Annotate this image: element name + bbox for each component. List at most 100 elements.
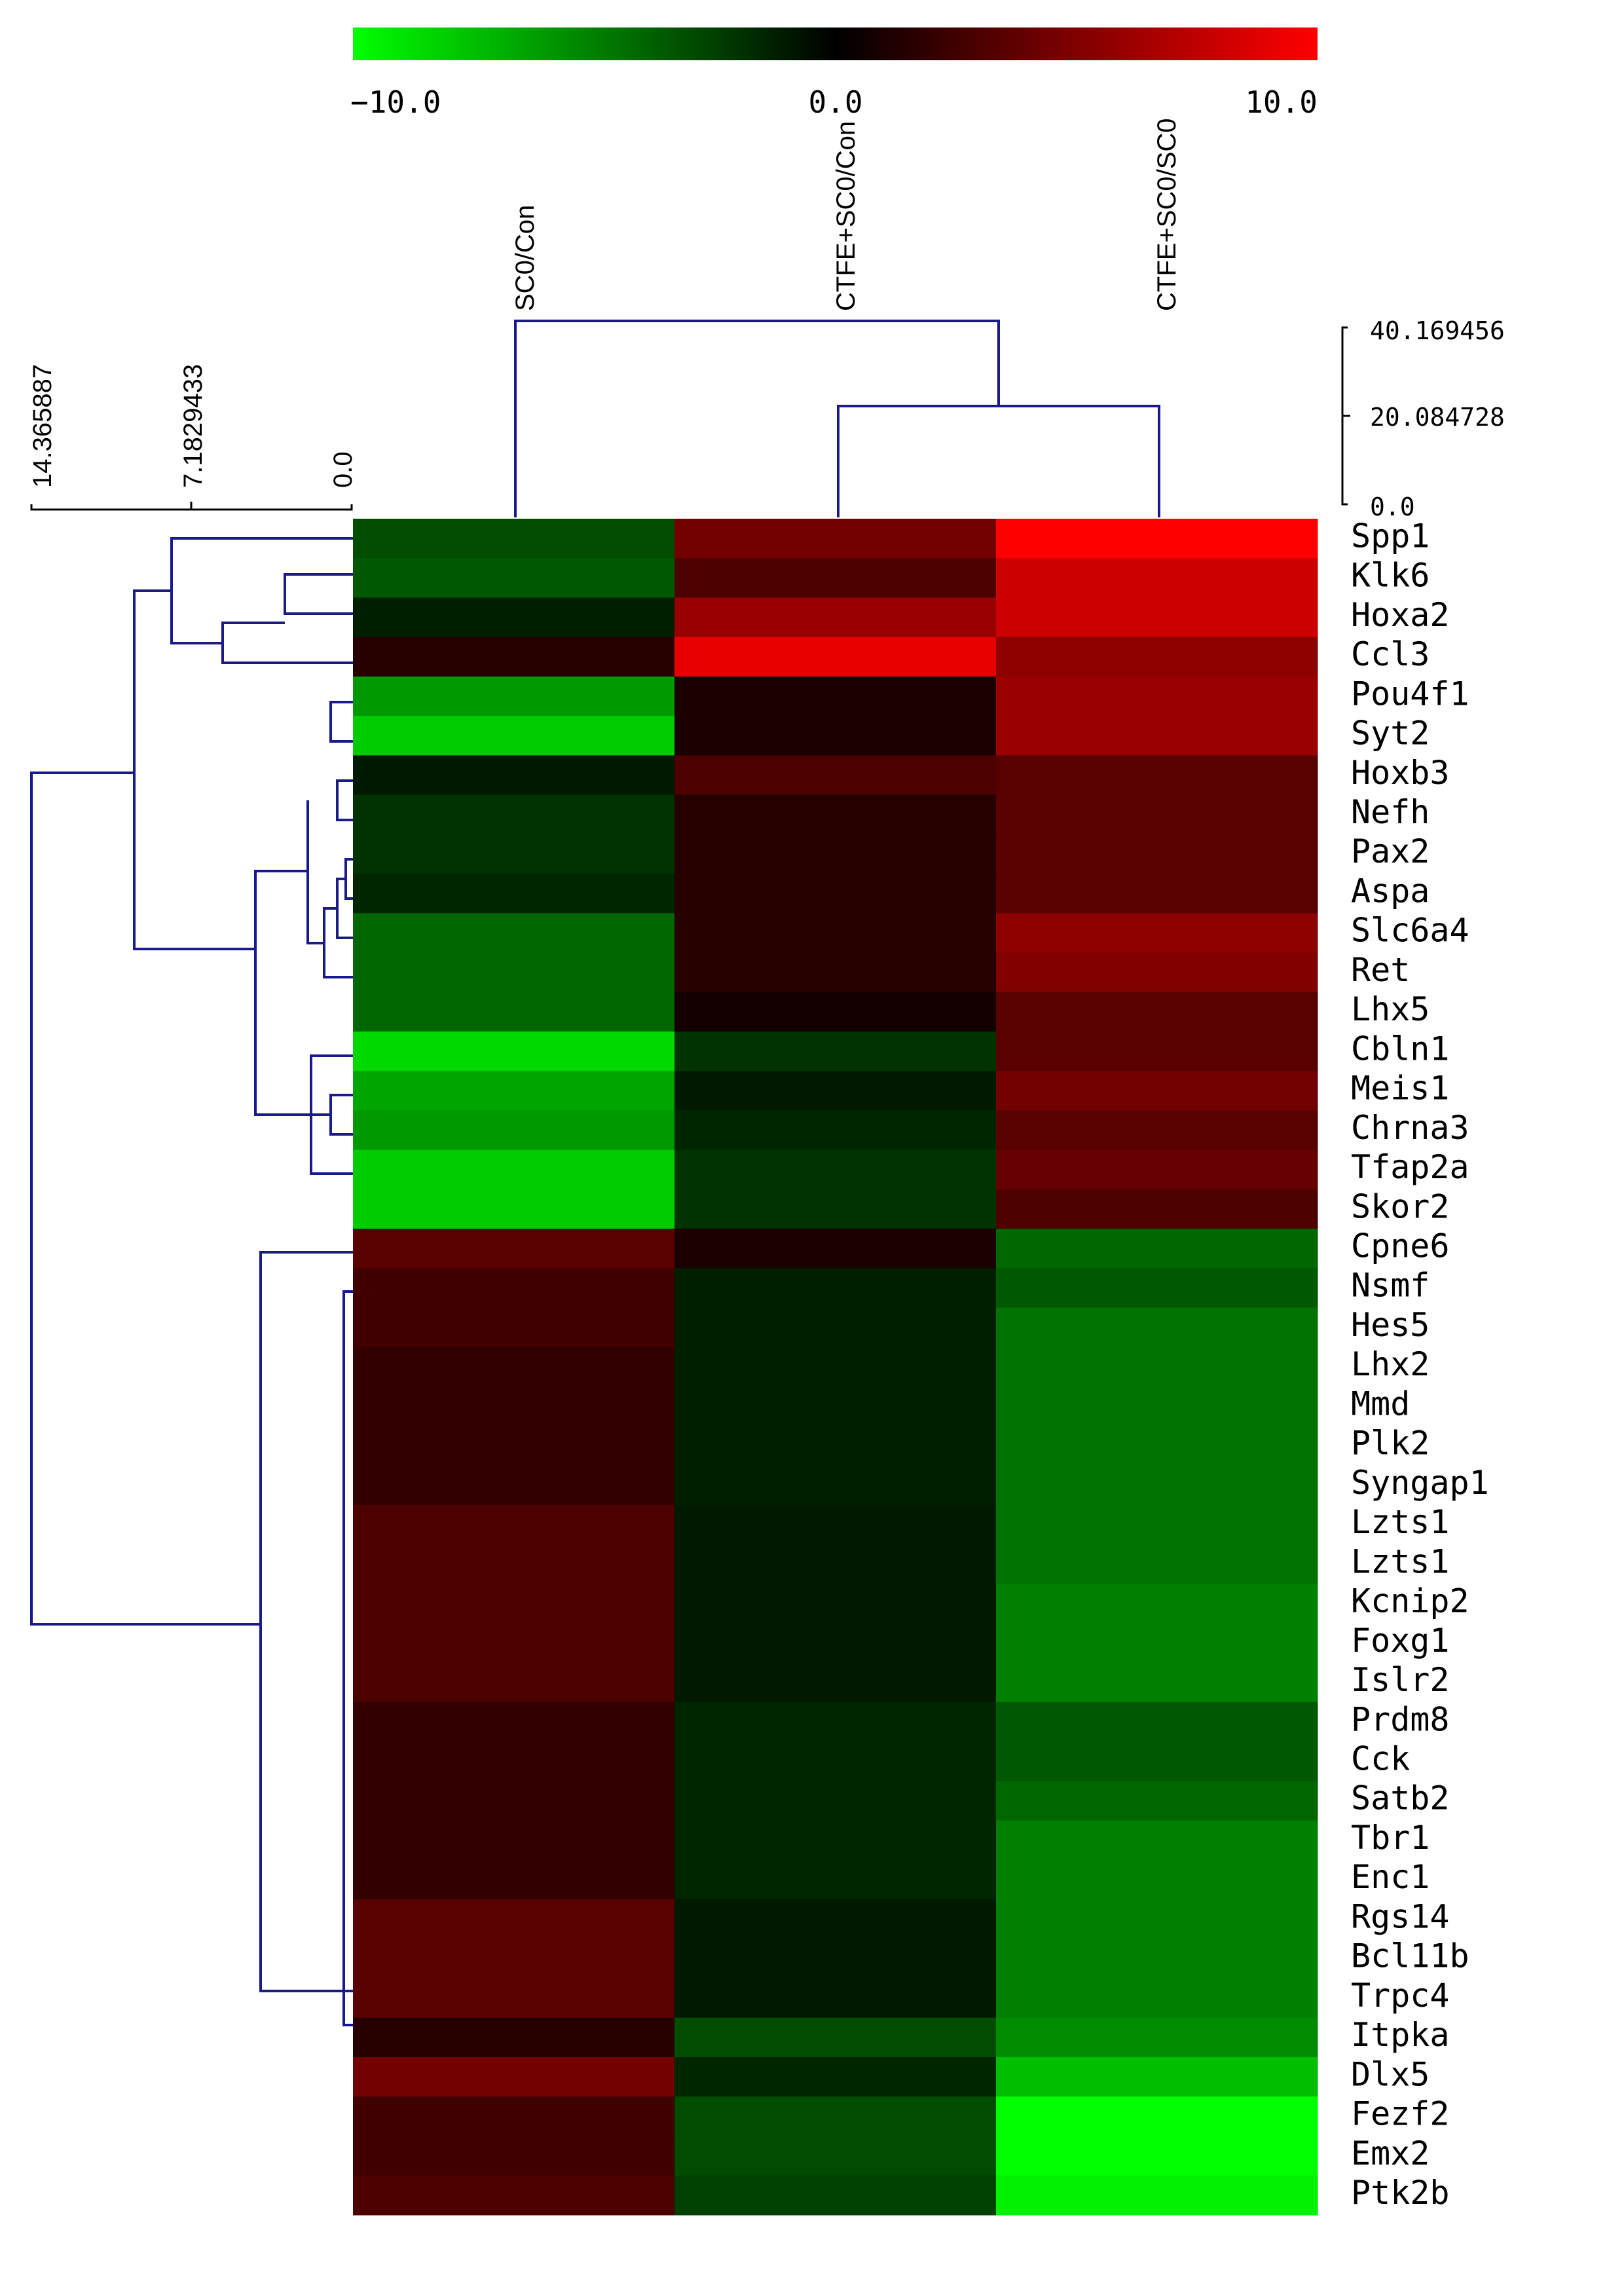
column-dendrogram-link (837, 405, 1160, 517)
heatmap-cell (674, 1307, 997, 1348)
heatmap-cell (996, 1229, 1318, 1269)
heatmap-cell (353, 1741, 675, 1781)
heatmap-cell (353, 1859, 675, 1900)
row-label: Dlx5 (1351, 2055, 1430, 2093)
heatmap-cell (674, 1426, 997, 1466)
heatmap-cell (996, 519, 1318, 559)
row-label: Bcl11b (1351, 1937, 1469, 1975)
colorbar-mid-label: 0.0 (808, 84, 862, 120)
row-dendrogram-link (306, 800, 324, 944)
heatmap-cell (353, 2175, 675, 2216)
heatmap-cell (996, 755, 1318, 796)
heatmap-cell (996, 834, 1318, 874)
row-label: Foxg1 (1351, 1622, 1450, 1660)
heatmap-cell (996, 1268, 1318, 1309)
row-label: Aspa (1351, 872, 1430, 910)
row-label: Hoxa2 (1351, 596, 1450, 634)
heatmap-cell (674, 1189, 997, 1229)
heatmap-cell (353, 519, 675, 559)
heatmap-cell (353, 1820, 675, 1861)
heatmap-cell (996, 1031, 1318, 1071)
column-scale-max-label: 40.169456 (1370, 316, 1505, 345)
heatmap-cell (996, 597, 1318, 638)
row-dendrogram-link (284, 573, 353, 615)
heatmap-cell (674, 519, 997, 559)
heatmap-cell (674, 2056, 997, 2097)
heatmap-cell (674, 1939, 997, 1979)
heatmap-cell (353, 1386, 675, 1426)
row-label: Satb2 (1351, 1779, 1450, 1817)
heatmap-cell (674, 1623, 997, 1664)
heatmap-cell (674, 1702, 997, 1742)
heatmap-cell (353, 716, 675, 756)
heatmap-cell (353, 1584, 675, 1624)
heatmap-cell (996, 2056, 1318, 2097)
heatmap-cell (674, 1741, 997, 1781)
heatmap-cell (674, 1978, 997, 2019)
heatmap-cell (996, 637, 1318, 677)
heatmap-cell (353, 1189, 675, 1229)
heatmap-cell (353, 913, 675, 954)
heatmap-cell (996, 676, 1318, 716)
heatmap-cell (353, 1110, 675, 1151)
heatmap-cell (674, 952, 997, 993)
heatmap-cell (353, 874, 675, 914)
row-label: Hes5 (1351, 1306, 1430, 1344)
heatmap-cell (996, 1071, 1318, 1111)
row-label: Cbln1 (1351, 1030, 1450, 1068)
heatmap-cell (674, 1347, 997, 1387)
heatmap-cell (674, 755, 997, 796)
heatmap-cell (674, 558, 997, 599)
heatmap-cell (674, 1465, 997, 1506)
row-dendrogram-link (329, 1094, 353, 1136)
row-label: Enc1 (1351, 1858, 1430, 1896)
heatmap-cell (353, 1899, 675, 1939)
heatmap-cell (353, 1939, 675, 1979)
heatmap-cell (674, 913, 997, 954)
row-label: Ccl3 (1351, 635, 1430, 673)
heatmap-cell (674, 2017, 997, 2058)
heatmap-cell (353, 1307, 675, 1348)
row-label: Nefh (1351, 793, 1430, 831)
row-label: Itpka (1351, 2016, 1450, 2054)
colorbar-max-label: 10.0 (1245, 84, 1318, 120)
heatmap-cell (353, 992, 675, 1032)
heatmap-cell (674, 794, 997, 835)
row-label: Nsmf (1351, 1267, 1430, 1305)
column-scale-zero-label: 0.0 (1370, 493, 1415, 521)
heatmap-cell (353, 1268, 675, 1309)
heatmap-cell (996, 2096, 1318, 2137)
heatmap-cell (996, 2017, 1318, 2058)
heatmap-cell (996, 1426, 1318, 1466)
heatmap-cell (674, 2136, 997, 2176)
row-label: Pou4f1 (1351, 675, 1469, 713)
row-label: Kcnip2 (1351, 1582, 1469, 1620)
heatmap-cell (353, 637, 675, 677)
heatmap-cell (353, 1623, 675, 1664)
row-scale-mid-label: 7.1829433 (179, 364, 208, 488)
row-dendrogram-link (342, 1290, 353, 2026)
heatmap-cell (674, 1662, 997, 1703)
row-label: Ptk2b (1351, 2174, 1450, 2212)
heatmap-cell (674, 1071, 997, 1111)
row-label: Slc6a4 (1351, 912, 1469, 950)
heatmap-cell (353, 1544, 675, 1584)
heatmap-cell (996, 874, 1318, 914)
row-label: Plk2 (1351, 1424, 1430, 1462)
heatmap-cell (674, 874, 997, 914)
column-dendrogram-link (514, 320, 1000, 517)
row-dendrogram-link (344, 858, 353, 900)
heatmap-cell (674, 1859, 997, 1900)
heatmap-cell (353, 1229, 675, 1269)
heatmap-cell (996, 1544, 1318, 1584)
heatmap-cell (353, 1149, 675, 1190)
heatmap-cell (353, 2096, 675, 2137)
heatmap-cell (674, 1584, 997, 1624)
row-dendrogram-link (221, 622, 353, 664)
row-scale-max-label: 14.365887 (28, 364, 57, 488)
heatmap-cell (353, 1702, 675, 1742)
heatmap-cell (353, 1662, 675, 1703)
heatmap-cell (996, 1386, 1318, 1426)
heatmap-cell (674, 992, 997, 1032)
